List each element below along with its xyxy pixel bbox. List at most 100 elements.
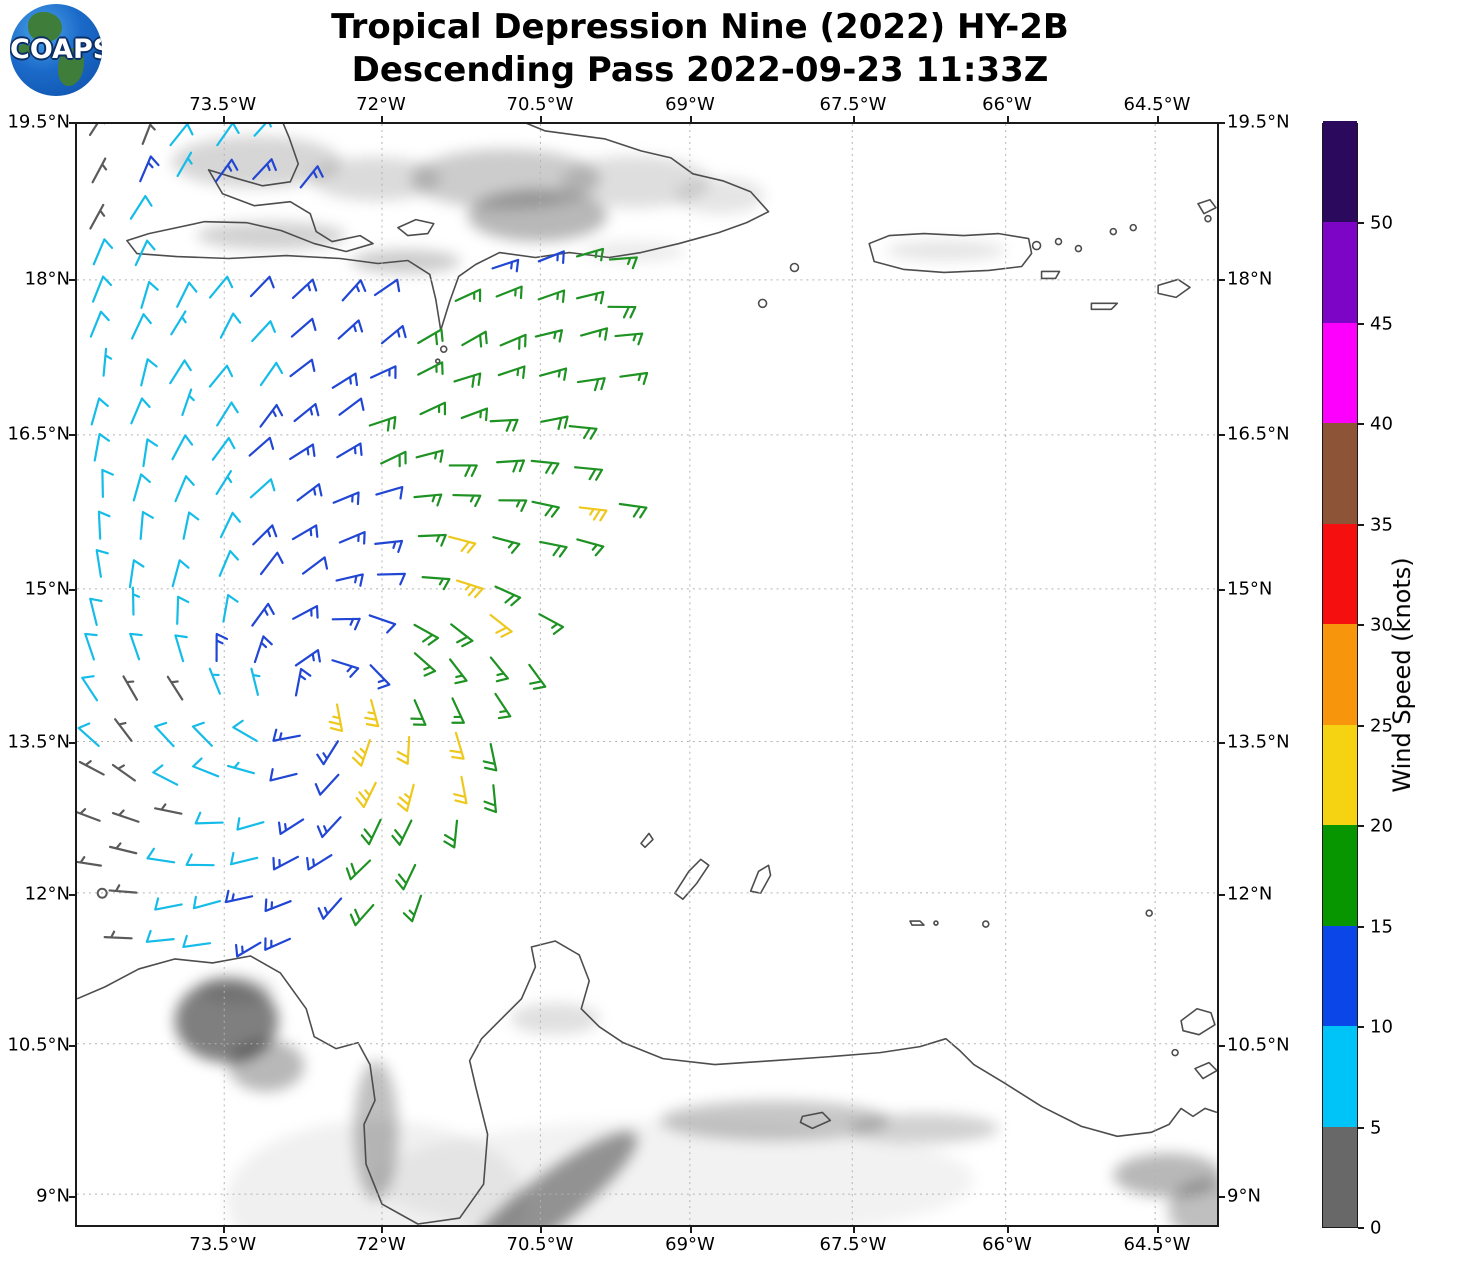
colorbar-tick: [1358, 825, 1364, 828]
lon-tick-label: 67.5°W: [819, 94, 887, 115]
lon-tick-label: 64.5°W: [1123, 94, 1191, 115]
colorbar-segment-0-5: [1323, 1125, 1357, 1227]
tick: [69, 588, 75, 591]
logo-continent-icon: [18, 44, 32, 56]
margarita-island: [1180, 1007, 1216, 1036]
islet: [933, 920, 939, 926]
virgin-island: [1031, 240, 1042, 251]
lon-tick-label: 73.5°W: [189, 94, 257, 115]
colorbar-tick: [1358, 1126, 1364, 1129]
beata-islet: [439, 345, 448, 353]
puerto-rico: [868, 232, 1033, 274]
colorbar-segment-30-35: [1323, 523, 1357, 625]
colorbar-tick-label: 5: [1370, 1117, 1382, 1139]
lat-tick-label: 18°N: [24, 268, 70, 289]
map-svg: [77, 124, 1217, 1225]
lon-tick-label: 72°W: [356, 1234, 406, 1255]
small-island: [1129, 223, 1138, 232]
colorbar-tick-label: 10: [1370, 1016, 1393, 1038]
lat-tick-label: 12°N: [24, 883, 70, 905]
virgin-island: [1074, 244, 1083, 253]
anguilla-bank-island: [1157, 278, 1191, 299]
coastlines: [77, 124, 1217, 1225]
lat-tick-label: 10.5°N: [1227, 1034, 1290, 1056]
colorbar-tick-label: 45: [1370, 313, 1393, 335]
tick: [69, 1045, 75, 1048]
tick: [1219, 1196, 1225, 1198]
lat-tick-label: 16.5°N: [1227, 423, 1290, 445]
tick: [540, 116, 542, 122]
tick: [222, 116, 225, 122]
mona-island: [789, 262, 800, 273]
tick: [853, 116, 855, 122]
colorbar-segment-45-50: [1323, 221, 1357, 323]
tick: [222, 1227, 225, 1233]
small-island: [1109, 227, 1118, 236]
tick: [690, 1227, 692, 1233]
lon-tick-label: 73.5°W: [189, 1234, 257, 1255]
colorbar-tick: [1358, 1026, 1364, 1029]
colorbar-tick-label: 15: [1370, 916, 1393, 938]
colorbar-tick: [1358, 925, 1364, 928]
small-island: [1197, 198, 1217, 215]
colorbar-segment-10-15: [1323, 925, 1357, 1027]
tick: [540, 1227, 542, 1233]
lon-tick-label: 66°W: [982, 1234, 1032, 1255]
lon-tick-label: 70.5°W: [506, 94, 574, 115]
colorbar-axis-label: Wind Speed (knots): [1388, 557, 1416, 793]
colorbar-segment-40-45: [1323, 322, 1357, 424]
tick: [1219, 893, 1225, 896]
tick: [69, 741, 75, 744]
tick: [381, 1227, 383, 1233]
islet: [981, 920, 990, 928]
tick: [69, 122, 75, 124]
lon-tick-label: 69°W: [665, 1234, 715, 1255]
wind-barbs: [77, 124, 649, 958]
coaps-logo: COAPS: [10, 4, 102, 96]
colorbar-tick-label: 40: [1370, 413, 1393, 435]
virgin-island: [1054, 237, 1063, 246]
saona-island: [757, 298, 768, 309]
map-canvas: [75, 122, 1219, 1227]
lat-tick-label: 16.5°N: [7, 423, 70, 445]
colorbar-tick: [1358, 322, 1364, 325]
colorbar: [1322, 121, 1358, 1228]
colorbar-segment-25-30: [1323, 623, 1357, 725]
page-title: Tropical Depression Nine (2022) HY-2B De…: [150, 6, 1250, 92]
colorbar-tick: [1358, 222, 1364, 225]
colorbar-tick: [1358, 1227, 1364, 1229]
tick: [1157, 116, 1159, 122]
tick: [1219, 1045, 1225, 1048]
lat-tick-label: 15°N: [24, 578, 70, 600]
logo-text: COAPS: [10, 34, 102, 65]
islet: [1145, 909, 1153, 917]
aruba-island: [640, 832, 654, 849]
south-america-coastline: [77, 940, 1217, 1225]
lat-tick-label: 15°N: [1227, 578, 1273, 600]
colorbar-tick-label: 50: [1370, 212, 1393, 234]
lat-tick-label: 12°N: [1227, 883, 1273, 905]
tick: [69, 434, 75, 436]
colorbar-tick-label: 35: [1370, 514, 1393, 536]
lon-tick-label: 69°W: [665, 94, 715, 115]
los-roques-islets: [909, 920, 925, 926]
coche-island: [1194, 1061, 1217, 1080]
vieques-island: [1040, 270, 1061, 280]
colorbar-segment-35-40: [1323, 422, 1357, 524]
colorbar-segment-15-20: [1323, 824, 1357, 926]
st-croix-island: [1090, 302, 1119, 311]
title-line2: Descending Pass 2022-09-23 11:33Z: [351, 50, 1049, 90]
lon-tick-label: 66°W: [982, 94, 1032, 115]
bonaire-island: [749, 864, 772, 895]
colorbar-tick-label: 30: [1370, 614, 1393, 636]
tick: [1007, 1227, 1009, 1233]
colorbar-tick-label: 25: [1370, 715, 1393, 737]
colorbar-tick: [1358, 624, 1364, 627]
colorbar-segment-20-25: [1323, 724, 1357, 826]
tick: [69, 278, 75, 281]
hispaniola-coastline: [126, 124, 770, 332]
lake-valencia: [799, 1111, 832, 1130]
tick: [69, 893, 75, 896]
colorbar-tick-label: 20: [1370, 815, 1393, 837]
